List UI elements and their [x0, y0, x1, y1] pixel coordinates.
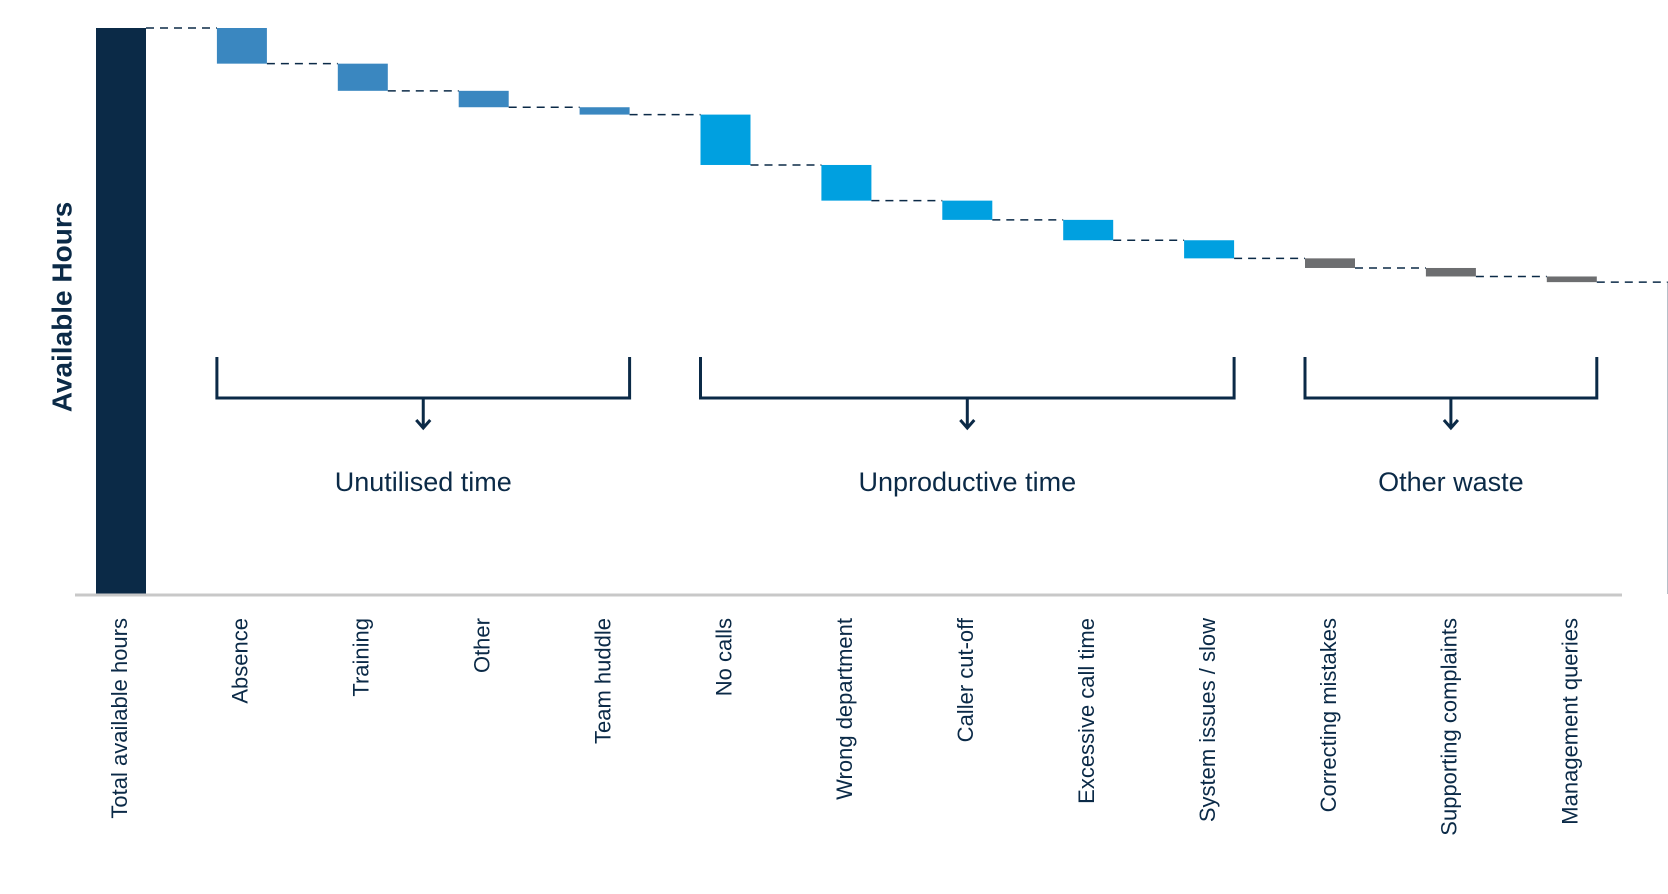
bar	[96, 28, 146, 594]
group-bracket	[1303, 357, 1599, 400]
bar	[337, 63, 388, 91]
bar	[1184, 240, 1235, 259]
bar	[942, 200, 993, 220]
x-tick-label: Other	[470, 618, 495, 673]
group-label: Other waste	[1378, 467, 1524, 497]
x-tick-label: Team huddle	[590, 618, 615, 744]
bar	[1063, 219, 1114, 241]
bar	[458, 90, 509, 108]
x-tick-label: Caller cut-off	[953, 617, 978, 742]
x-tick-label: Training	[349, 618, 374, 697]
x-tick-label: Correcting mistakes	[1316, 618, 1341, 812]
x-tick-label: Wrong department	[832, 618, 857, 800]
group-arrow	[415, 398, 432, 431]
group-bracket	[215, 357, 632, 400]
group-arrow	[1442, 398, 1460, 431]
bar	[821, 164, 872, 201]
bar	[1305, 258, 1355, 268]
group-arrow	[959, 398, 976, 431]
x-tick-label: No calls	[711, 618, 736, 696]
y-axis-label: Available Hours	[46, 202, 77, 413]
x-tick-label: Management queries	[1558, 618, 1583, 825]
group-label: Unproductive time	[858, 467, 1076, 497]
x-tick-label: Total available hours	[107, 618, 132, 819]
group-label: Unutilised time	[335, 467, 512, 497]
x-tick-label: Supporting complaints	[1437, 618, 1462, 836]
bar	[216, 28, 267, 64]
x-tick-label: Excessive call time	[1074, 618, 1099, 804]
x-tick-label: Absence	[228, 618, 253, 704]
bar	[700, 114, 751, 165]
bar	[1425, 267, 1476, 277]
bar	[1546, 276, 1597, 283]
x-tick-label: System issues / slow	[1195, 618, 1220, 822]
group-bracket	[699, 357, 1236, 400]
bar	[579, 107, 630, 115]
